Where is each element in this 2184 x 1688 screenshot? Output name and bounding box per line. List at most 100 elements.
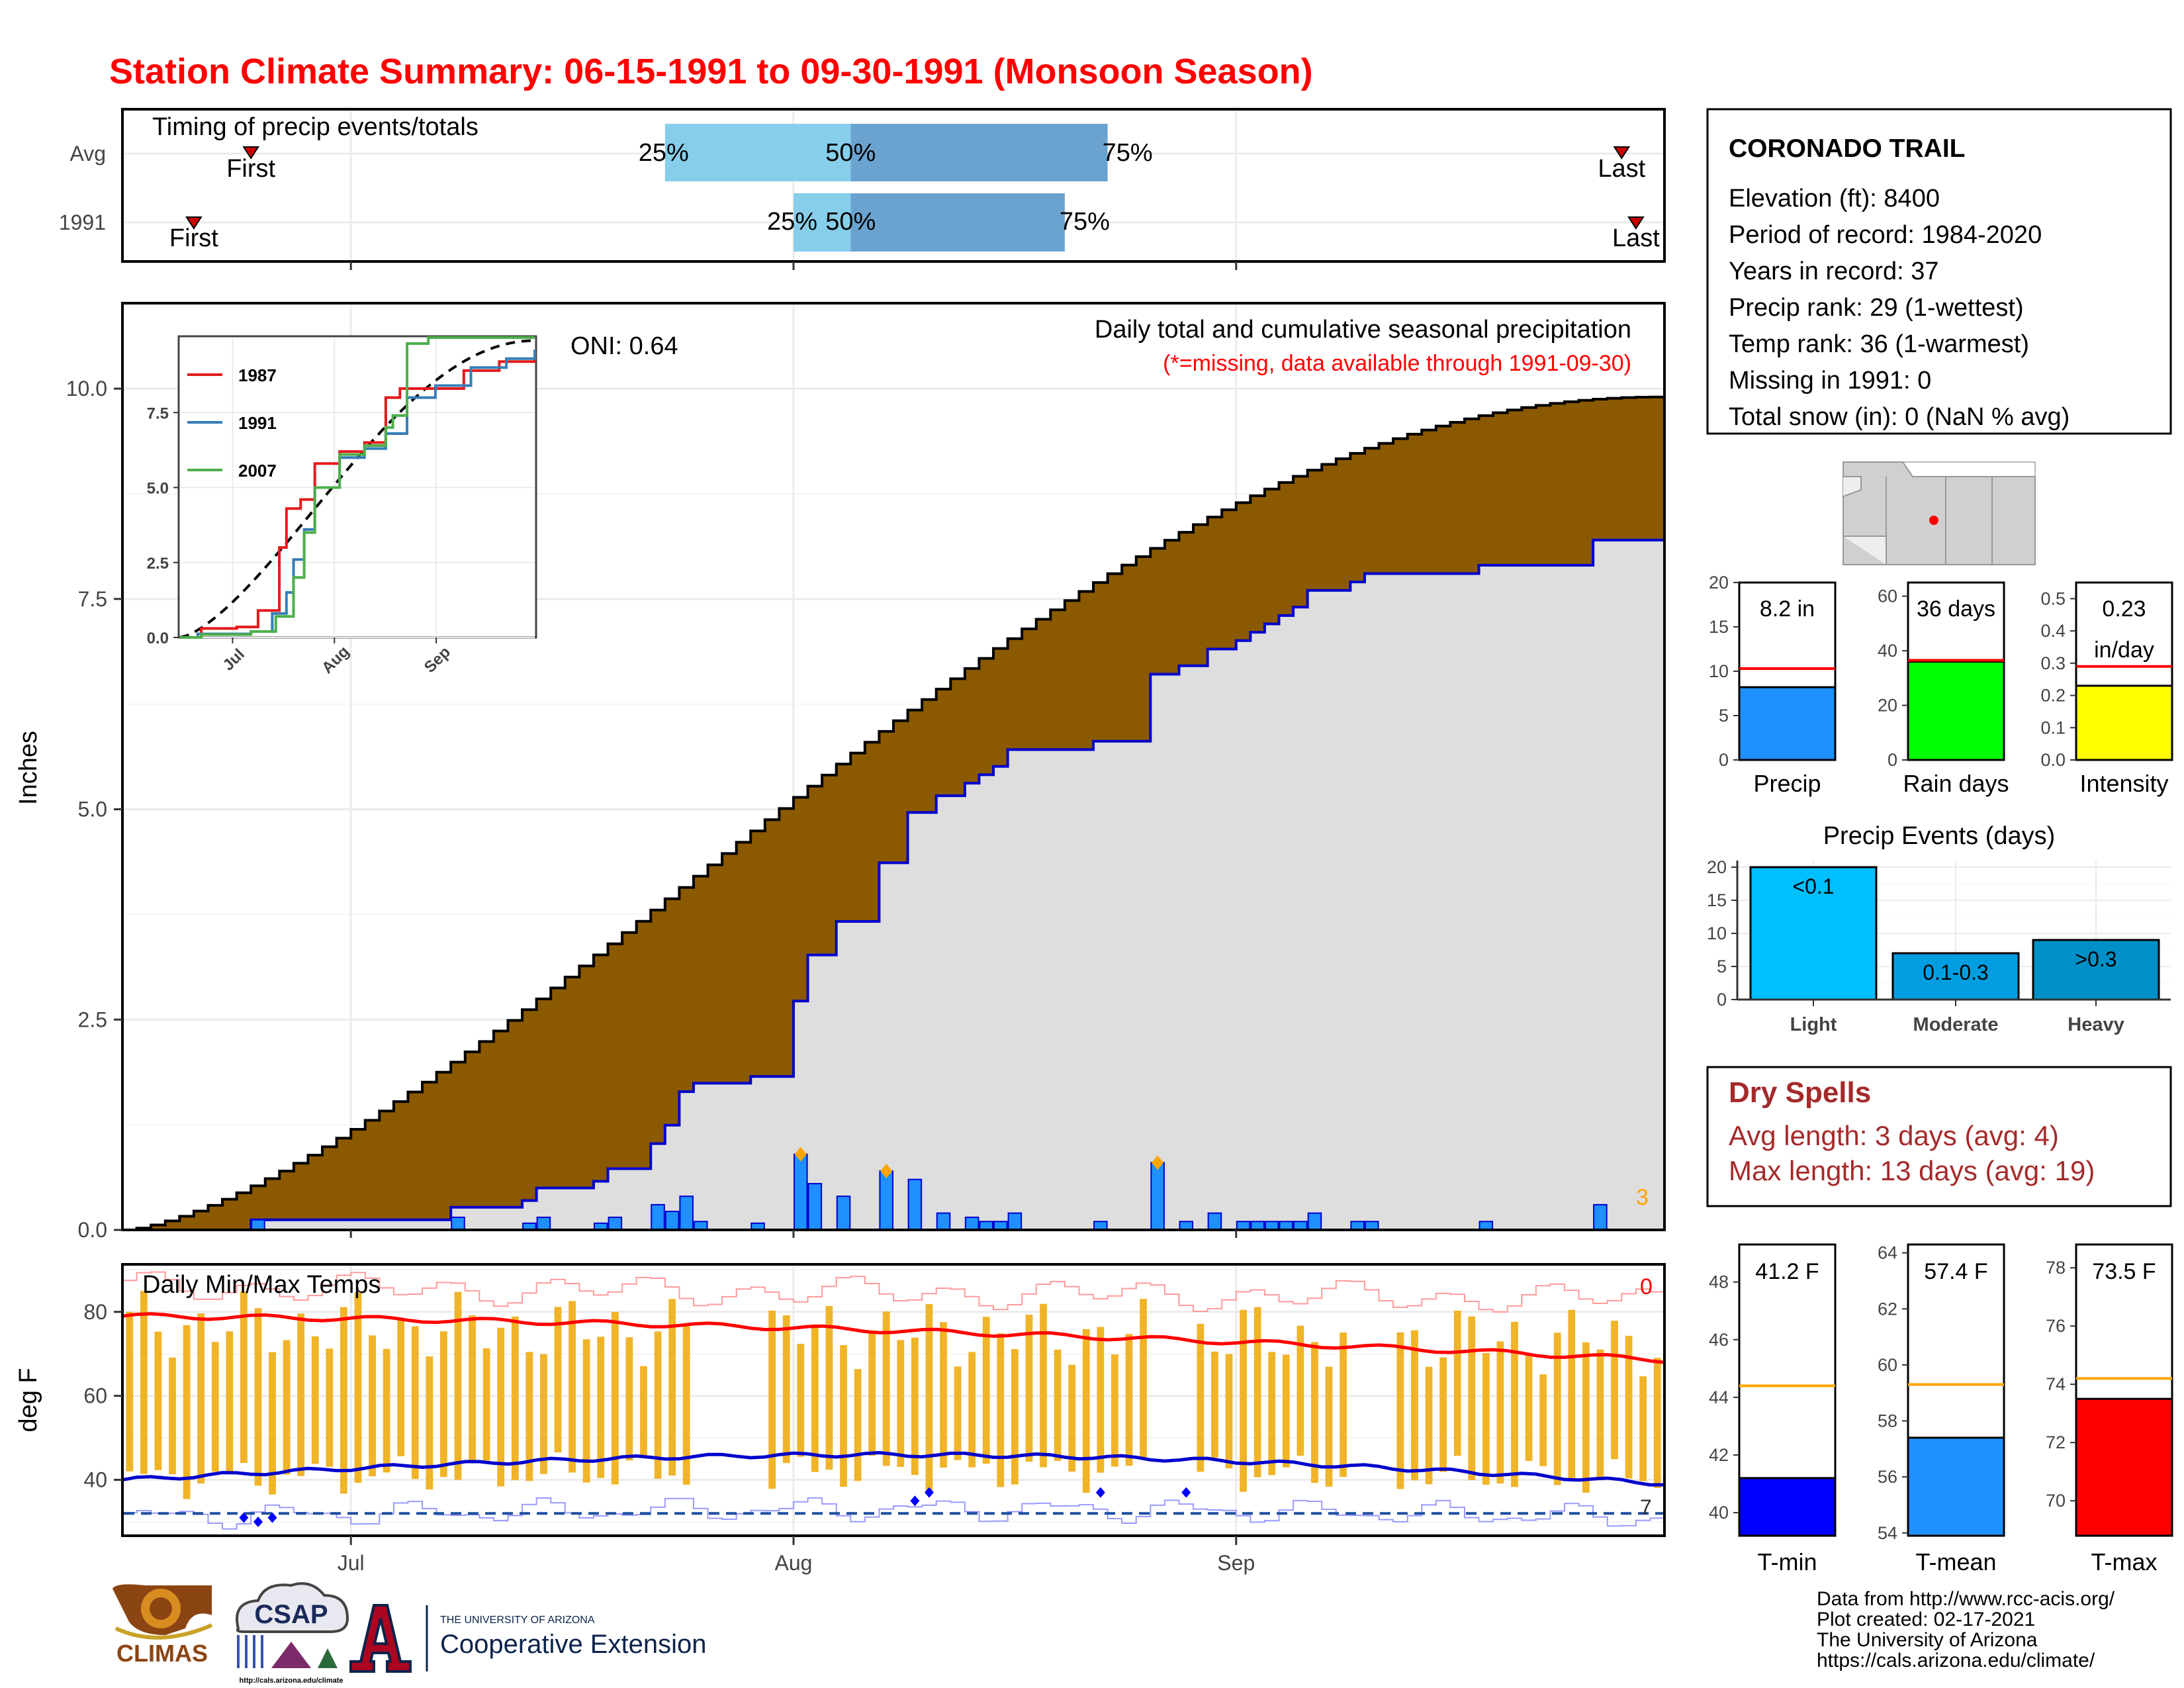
event-bar-label: <0.1 — [1792, 874, 1834, 898]
mini-bar-0 — [1738, 686, 1837, 761]
daily-temp-bar — [1611, 1321, 1618, 1460]
heavy-precip-marker — [880, 1164, 893, 1179]
daily-temp-bar — [840, 1344, 847, 1487]
mini-bar-label: Precip — [1753, 770, 1821, 797]
temp-summary-value: 73.5 F — [2092, 1259, 2156, 1284]
page-title: Station Climate Summary: 06-15-1991 to 0… — [109, 52, 1313, 91]
inset-ytick-label: 5.0 — [147, 480, 169, 498]
temp-summary-ytick: 70 — [2046, 1491, 2066, 1511]
daily-temp-bar — [811, 1324, 819, 1472]
mini-bar-value: 8.2 in — [1760, 596, 1815, 622]
timing-1991-last-label: Last — [1612, 224, 1660, 252]
daily-temp-bar — [868, 1331, 876, 1456]
inset-ytick-label: 7.5 — [147, 404, 169, 422]
timing-label: Timing of precip events/totals — [152, 113, 478, 141]
xtick-label: Jul — [338, 1551, 365, 1575]
temp-summary-bar-2 — [2075, 1397, 2173, 1537]
daily-temp-bar — [968, 1352, 976, 1468]
event-bar-label: 0.1-0.3 — [1923, 961, 1989, 984]
daily-temp-bar — [782, 1315, 790, 1464]
inset-legend-label: 2007 — [238, 461, 277, 481]
daily-temp-bar — [1553, 1333, 1561, 1485]
inset-legend-label: 1987 — [238, 365, 277, 385]
temp-summary-ytick: 56 — [1878, 1467, 1897, 1487]
mini-bar-label: Intensity — [2079, 770, 2168, 797]
station-line-6: Missing in 1991: 0 — [1729, 367, 1931, 395]
daily-temp-bar — [1011, 1349, 1019, 1485]
daily-precip-bar — [1593, 1203, 1608, 1231]
daily-temp-bar — [1025, 1315, 1033, 1462]
daily-temp-bar — [197, 1313, 205, 1483]
temp-summary-ytick: 42 — [1709, 1445, 1729, 1465]
temp-summary-ytick: 54 — [1878, 1523, 1897, 1543]
precip-ytick-label: 5.0 — [78, 798, 107, 821]
daily-temp-bar — [397, 1319, 405, 1456]
csap-logo-text: CSAP — [254, 1600, 328, 1629]
daily-temp-bar — [1625, 1335, 1633, 1479]
daily-precip-bar — [251, 1219, 265, 1231]
csap-url: http://cals.arizona.edu/climate — [239, 1677, 343, 1685]
daily-temp-bar — [1325, 1366, 1333, 1487]
daily-temp-bar — [297, 1313, 305, 1476]
daily-precip-bar — [1307, 1212, 1322, 1231]
daily-temp-bar — [211, 1342, 219, 1472]
temp-summary-ytick: 72 — [2046, 1432, 2066, 1452]
daily-temp-bar — [1439, 1357, 1447, 1472]
daily-temp-bar — [1097, 1327, 1105, 1473]
daily-temp-bar — [1253, 1307, 1261, 1477]
mini-bar-value: 36 days — [1917, 596, 1995, 622]
daily-temp-bar — [569, 1301, 576, 1473]
daily-temp-bar — [625, 1337, 633, 1461]
daily-precip-bar — [964, 1216, 979, 1231]
daily-temp-bar — [1197, 1323, 1205, 1472]
daily-temp-bar — [1297, 1325, 1304, 1456]
station-location-dot — [1929, 516, 1938, 525]
daily-temp-bar — [668, 1299, 676, 1476]
daily-temp-bar — [554, 1307, 562, 1453]
daily-precip-bar — [536, 1216, 551, 1231]
temp-days-below: 7 — [1640, 1495, 1652, 1519]
daily-temp-bar — [383, 1348, 390, 1473]
temp-summary-ytick: 58 — [1878, 1411, 1897, 1431]
mini-bar-2 — [2075, 684, 2173, 761]
daily-precip-bar — [793, 1153, 808, 1231]
timing-avg-25pct: 25% — [639, 139, 689, 167]
footer-line-2: Plot created: 02-17-2021 — [1817, 1609, 2035, 1630]
daily-precip-bar — [1207, 1212, 1222, 1231]
daily-temp-bar — [140, 1291, 148, 1474]
timing-first-marker — [185, 216, 203, 230]
timing-last-marker — [1613, 146, 1631, 160]
temp-summary-label: T-mean — [1915, 1548, 1996, 1575]
precip-panel: 0.0 2.5 5.0 7.5 10.0 Inches Daily total and … — [15, 302, 1666, 1242]
mini-bar-ytick: 0.4 — [2040, 621, 2066, 641]
daily-temp-bar — [1311, 1342, 1318, 1483]
climas-logo: CLIMAS — [113, 1584, 213, 1667]
daily-temp-bar — [1211, 1351, 1218, 1458]
daily-temp-bar — [982, 1317, 990, 1464]
event-bar-moderate — [1891, 952, 2020, 1001]
timing-last-marker — [1627, 216, 1645, 230]
mini-bar-ytick: 15 — [1709, 617, 1729, 637]
record-low-marker — [239, 1512, 249, 1523]
dry-spells-avg: Avg length: 3 days (avg: 4) — [1729, 1120, 2059, 1151]
daily-temp-bar — [1539, 1374, 1547, 1466]
events-ytick: 20 — [1707, 857, 1727, 877]
daily-temp-bar — [611, 1311, 619, 1485]
xtick-label: Aug — [775, 1551, 813, 1575]
precip-missing-count: 3 — [1636, 1185, 1649, 1210]
daily-precip-bar — [664, 1211, 680, 1231]
station-info-box: CORONADO TRAIL Elevation (ft): 8400 Peri… — [1706, 108, 2172, 435]
timing-1991-75pct: 75% — [1060, 208, 1110, 236]
daily-temp-bar — [1054, 1349, 1062, 1461]
daily-temp-bar — [326, 1348, 334, 1467]
event-category-label: Light — [1790, 1014, 1837, 1035]
events-ytick: 0 — [1717, 990, 1727, 1009]
temp-summary-label: T-max — [2091, 1548, 2157, 1575]
temp-summary-ytick: 76 — [2046, 1316, 2066, 1336]
record-low-marker — [253, 1516, 263, 1527]
temp-panel: 40 60 80 Daily Min/Max Temps 0 7 deg F Jul… — [15, 1230, 1666, 1575]
event-bar-light — [1749, 866, 1878, 1001]
temp-summary-bar-0 — [1738, 1477, 1837, 1537]
event-category-label: Moderate — [1913, 1014, 1999, 1035]
dry-spells-box: Dry Spells Avg length: 3 days (avg: 4) M… — [1706, 1066, 2172, 1207]
